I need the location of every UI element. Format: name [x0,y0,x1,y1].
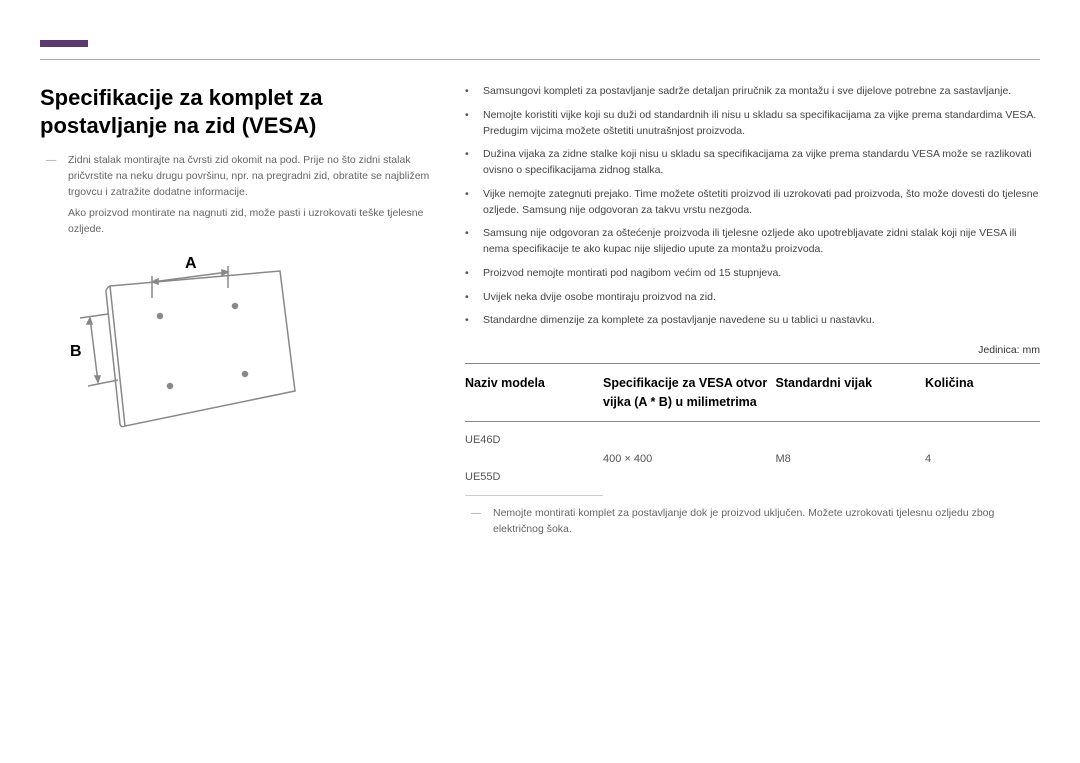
page-title: Specifikacije za komplet za postavljanje… [40,84,435,139]
content-columns: Specifikacije za komplet za postavljanje… [40,84,1040,544]
bullet-text: Uvijek neka dvije osobe montiraju proizv… [483,290,716,306]
right-column: Samsungovi kompleti za postavljanje sadr… [465,84,1040,544]
bullet-text: Standardne dimenzije za komplete za post… [483,313,875,329]
top-divider [40,59,1040,60]
table-row: UE46D 400 × 400 M8 4 [465,422,1040,459]
bullet-text: Samsung nije odgovoran za oštećenje proi… [483,226,1040,258]
bullet-item: Standardne dimenzije za komplete za post… [465,313,1040,329]
bullet-item: Samsung nije odgovoran za oštećenje proi… [465,226,1040,258]
vesa-diagram: A B [40,256,300,456]
bullet-item: Nemojte koristiti vijke koji su duži od … [465,108,1040,140]
spec-table: Naziv modela Specifikacije za VESA otvor… [465,363,1040,497]
bullet-item: Vijke nemojte zategnuti prejako. Time mo… [465,187,1040,219]
bullet-item: Dužina vijaka za zidne stalke koji nisu … [465,147,1040,179]
table-header-row: Naziv modela Specifikacije za VESA otvor… [465,363,1040,422]
cell-qty: 4 [925,422,1040,496]
cell-model: UE55D [465,459,603,496]
bullet-text: Dužina vijaka za zidne stalke koji nisu … [483,147,1040,179]
cell-model: UE46D [465,422,603,459]
note-text: Ako proizvod montirate na nagnuti zid, m… [68,206,435,238]
left-column: Specifikacije za komplet za postavljanje… [40,84,435,544]
th-model: Naziv modela [465,363,603,422]
bullet-text: Proizvod nemojte montirati pod nagibom v… [483,266,781,282]
dash-icon: ― [465,506,487,538]
th-screw: Standardni vijak [776,363,926,422]
note-text: Zidni stalak montirajte na čvrsti zid ok… [68,153,435,200]
bullet-item: Uvijek neka dvije osobe montiraju proizv… [465,290,1040,306]
dash-icon: ― [40,153,62,200]
bullet-list: Samsungovi kompleti za postavljanje sadr… [465,84,1040,329]
bullet-item: Samsungovi kompleti za postavljanje sadr… [465,84,1040,100]
accent-bar [40,40,88,47]
diagram-label-a: A [185,256,197,272]
bullet-text: Nemojte koristiti vijke koji su duži od … [483,108,1040,140]
th-qty: Količina [925,363,1040,422]
bullet-item: Proizvod nemojte montirati pod nagibom v… [465,266,1040,282]
diagram-label-b: B [70,343,82,360]
th-spec: Specifikacije za VESA otvor vijka (A * B… [603,363,776,422]
bottom-note: ― Nemojte montirati komplet za postavlja… [465,506,1040,538]
left-note: ― Zidni stalak montirajte na čvrsti zid … [40,153,435,200]
bullet-text: Vijke nemojte zategnuti prejako. Time mo… [483,187,1040,219]
cell-screw: M8 [776,422,926,496]
left-note: Ako proizvod montirate na nagnuti zid, m… [68,206,435,238]
bullet-text: Samsungovi kompleti za postavljanje sadr… [483,84,1011,100]
unit-label: Jedinica: mm [465,343,1040,359]
cell-spec: 400 × 400 [603,422,776,496]
note-text: Nemojte montirati komplet za postavljanj… [493,506,1040,538]
